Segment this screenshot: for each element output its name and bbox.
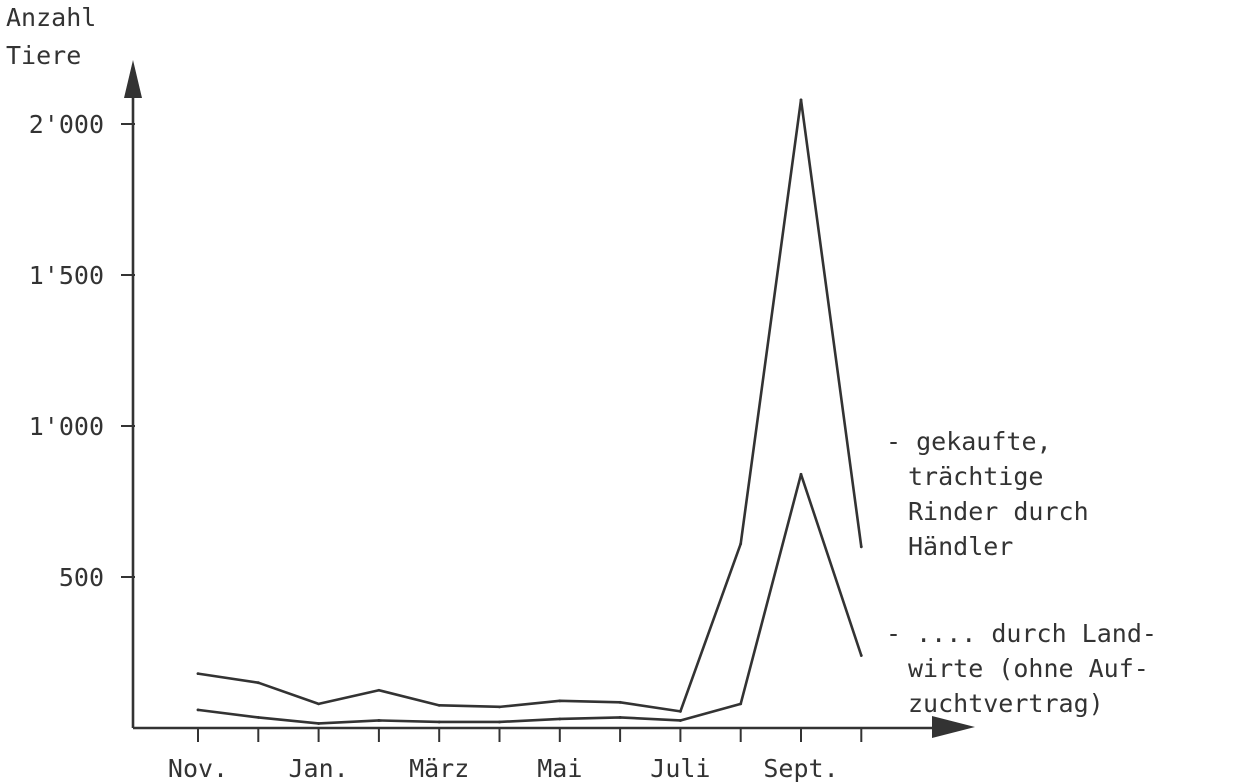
x-tick-label: Juli	[650, 754, 710, 782]
x-tick-label: Nov.	[168, 754, 228, 782]
x-tick-label: März	[409, 754, 469, 782]
series-2-point	[498, 720, 501, 724]
y-axis-label-line-1: Anzahl	[6, 3, 96, 32]
legend-entry-1-line: trächtige	[908, 462, 1043, 491]
y-tick-label: 500	[59, 563, 104, 592]
series-2-point	[739, 702, 743, 706]
series-1-point	[739, 542, 743, 546]
series-1-point	[859, 545, 863, 549]
y-axis-label-line-2: Tiere	[6, 41, 81, 70]
x-axis-arrow	[932, 716, 975, 738]
legend-entry-1-line: - gekaufte,	[886, 427, 1052, 456]
series-1-point	[558, 699, 562, 703]
legend-entry-2-line: - .... durch Land-	[886, 619, 1157, 648]
series-2-point	[618, 716, 622, 719]
legend-entry-1-line: Rinder durch	[908, 497, 1089, 526]
series-1-point	[437, 703, 441, 707]
series-2-point	[317, 722, 320, 725]
series-1-point	[256, 681, 260, 685]
series-1-point	[498, 705, 501, 709]
series-2-point	[196, 708, 200, 712]
series-2-point	[437, 720, 441, 724]
series-2-point	[256, 716, 260, 719]
x-tick-label: Jan.	[288, 754, 348, 782]
series-2-point	[679, 719, 682, 722]
series-line-1	[196, 98, 863, 713]
series-2-point	[859, 654, 863, 657]
series-line-2	[196, 473, 863, 725]
legend-entry-2-line: wirte (ohne Auf-	[908, 654, 1149, 683]
series-1-point	[618, 700, 622, 704]
legend-entry-2-line: zuchtvertrag)	[908, 689, 1104, 718]
series-1-point	[377, 688, 381, 692]
series-1-point	[679, 709, 682, 713]
x-tick-label: Sept.	[763, 754, 838, 782]
y-tick-label: 2'000	[29, 110, 104, 139]
series-2-point	[558, 717, 562, 721]
y-axis-arrow	[124, 60, 142, 98]
y-tick-label: 1'500	[29, 261, 104, 290]
series-1-point	[196, 672, 200, 676]
y-tick-label: 1'000	[29, 412, 104, 441]
series-1-point	[317, 702, 320, 706]
series-1-point	[799, 98, 803, 102]
series-2-point	[799, 472, 803, 476]
series-2-point	[377, 719, 381, 722]
legend-entry-1-line: Händler	[908, 532, 1013, 561]
x-tick-label: Mai	[537, 754, 582, 782]
